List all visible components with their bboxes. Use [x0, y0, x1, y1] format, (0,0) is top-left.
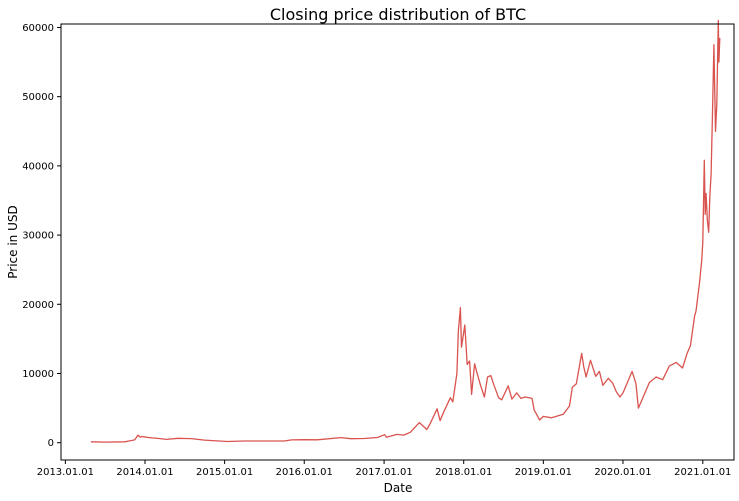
x-tick-label: 2018.01.01: [435, 467, 492, 478]
series-line: [90, 19, 721, 443]
x-tick-label: 2019.01.01: [515, 467, 572, 478]
x-tick-label: 2014.01.01: [116, 467, 173, 478]
x-tick-label: 2016.01.01: [276, 467, 333, 478]
plot-frame: [60, 23, 735, 461]
chart-title: Closing price distribution of BTC: [270, 5, 526, 24]
x-axis-label: Date: [384, 481, 413, 495]
y-tick-label: 50000: [22, 92, 54, 103]
plot-area: 2013.01.01 2014.01.01 2015.01.01 2016.01.01…: [22, 19, 735, 478]
x-tick-label: 2020.01.01: [594, 467, 651, 478]
x-tick-label: 2017.01.01: [355, 467, 412, 478]
x-tick-label: 2013.01.01: [37, 467, 94, 478]
x-tick-label: 2015.01.01: [196, 467, 253, 478]
y-tick-label: 0: [48, 438, 54, 449]
y-tick-label: 30000: [22, 231, 54, 242]
y-tick-label: 20000: [22, 300, 54, 311]
y-tick-label: 10000: [22, 369, 54, 380]
y-tick-label: 60000: [22, 23, 54, 34]
y-tick-label: 40000: [22, 161, 54, 172]
y-axis-label: Price in USD: [6, 205, 20, 278]
x-tick-label: 2021.01.01: [674, 467, 731, 478]
